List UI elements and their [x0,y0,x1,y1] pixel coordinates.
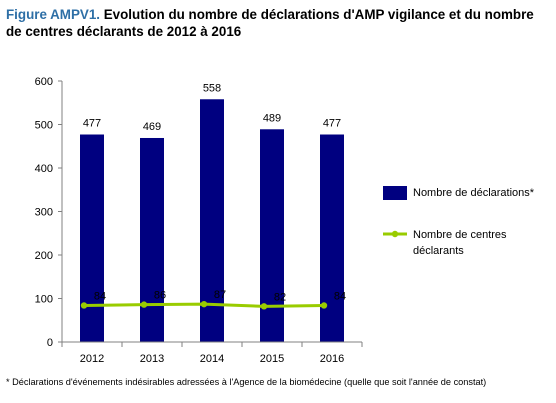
figure-title: Figure AMPV1. Evolution du nombre de déc… [6,6,546,40]
line-value-label: 86 [154,290,166,302]
y-tick-label: 600 [35,76,53,88]
bar [80,134,104,342]
line-point [320,302,328,309]
y-tick-label: 500 [35,120,53,132]
bar [320,134,344,342]
figure-label: Figure AMPV1. [6,7,100,22]
figure-title-text: Evolution du nombre de déclarations d'AM… [6,7,534,39]
bar-value-label: 489 [263,112,281,124]
bar-value-label: 558 [203,82,221,94]
bar [260,129,284,342]
y-tick-label: 0 [47,337,53,349]
bar-value-label: 477 [83,118,101,130]
y-tick-label: 100 [35,294,53,306]
legend-label: déclarants [413,245,464,257]
line-point [200,300,208,308]
x-tick-label: 2013 [140,353,164,365]
x-tick-label: 2016 [320,353,344,365]
y-tick-label: 200 [35,250,53,262]
line-point [80,302,88,309]
line-value-label: 82 [274,291,286,303]
legend-swatch-bar [383,186,407,200]
legend-swatch-point [391,230,399,238]
legend-label: Nombre de centres [413,229,507,241]
footnote: * Déclarations d'événements indésirables… [6,377,487,387]
line-point [260,303,268,310]
line-point [140,301,148,308]
line-value-label: 84 [94,290,106,302]
x-tick-label: 2012 [80,353,104,365]
y-tick-label: 300 [35,207,53,219]
line-value-label: 87 [214,289,226,301]
x-tick-label: 2014 [200,353,224,365]
line-value-label: 84 [334,290,346,302]
legend-label: Nombre de déclarations* [413,187,535,199]
x-tick-label: 2015 [260,353,284,365]
bar [140,137,164,342]
bar-value-label: 477 [323,118,341,130]
bar-value-label: 469 [143,121,161,133]
y-tick-label: 400 [35,163,53,175]
